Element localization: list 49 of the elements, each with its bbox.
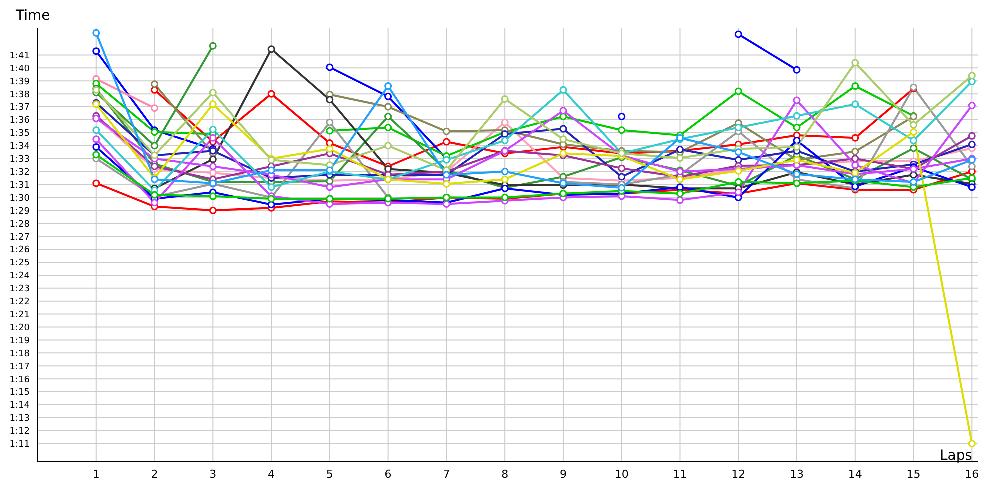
y-tick-label: 1:20 — [10, 323, 30, 334]
y-tick-label: 1:36 — [10, 116, 30, 126]
y-tick-label: 1:27 — [10, 232, 30, 243]
y-axis-title: Time — [16, 8, 50, 24]
y-tick-label: 1:31 — [10, 180, 30, 191]
y-tick-label: 1:24 — [10, 272, 30, 282]
y-tick-label: 1:11 — [10, 440, 30, 450]
y-tick-label: 1:14 — [10, 401, 30, 412]
x-tick-label: 3 — [210, 468, 217, 481]
y-tick-label: 1:41 — [10, 51, 30, 62]
y-tick-label: 1:32 — [10, 168, 30, 178]
y-tick-label: 1:16 — [10, 375, 30, 386]
y-tick-label: 1:25 — [10, 258, 30, 269]
x-axis-title: Laps — [940, 448, 973, 464]
x-tick-label: 12 — [732, 468, 746, 481]
y-tick-label: 1:15 — [10, 388, 30, 398]
y-tick-label: 1:39 — [10, 77, 30, 88]
x-tick-label: 11 — [673, 468, 688, 481]
x-tick-label: 15 — [906, 468, 921, 481]
x-tick-label: 14 — [848, 468, 862, 481]
x-tick-label: 13 — [790, 468, 804, 481]
y-tick-label: 1:19 — [10, 336, 30, 346]
y-tick-label: 1:33 — [10, 155, 30, 166]
y-tick-label: 1:38 — [10, 90, 30, 100]
y-tick-label: 1:13 — [10, 414, 30, 424]
x-tick-label: 4 — [268, 468, 276, 481]
y-tick-label: 1:23 — [10, 284, 30, 295]
y-tick-label: 1:12 — [10, 427, 30, 438]
y-tick-label: 1:35 — [10, 129, 30, 140]
y-tick-label: 1:28 — [10, 220, 30, 230]
x-tick-label: 1 — [92, 468, 100, 481]
y-tick-label: 1:21 — [10, 310, 30, 321]
y-tick-label: 1:17 — [10, 362, 30, 372]
x-tick-label: 8 — [502, 468, 509, 481]
x-tick-label: 10 — [614, 468, 629, 481]
y-tick-label: 1:40 — [10, 64, 30, 74]
y-tick-label: 1:37 — [10, 103, 30, 114]
x-tick-label: 2 — [151, 468, 158, 481]
x-tick-label: 7 — [443, 468, 450, 481]
y-tick-label: 1:34 — [10, 142, 30, 152]
x-tick-label: 6 — [384, 468, 392, 481]
y-tick-label: 1:26 — [10, 246, 30, 256]
y-tick-label: 1:30 — [10, 194, 30, 204]
x-tick-label: 16 — [965, 468, 980, 481]
y-tick-label: 1:18 — [10, 349, 30, 360]
x-tick-label: 5 — [326, 468, 334, 481]
x-tick-label: 9 — [560, 468, 567, 481]
y-tick-label: 1:29 — [10, 206, 30, 217]
y-tick-label: 1:22 — [10, 298, 30, 308]
